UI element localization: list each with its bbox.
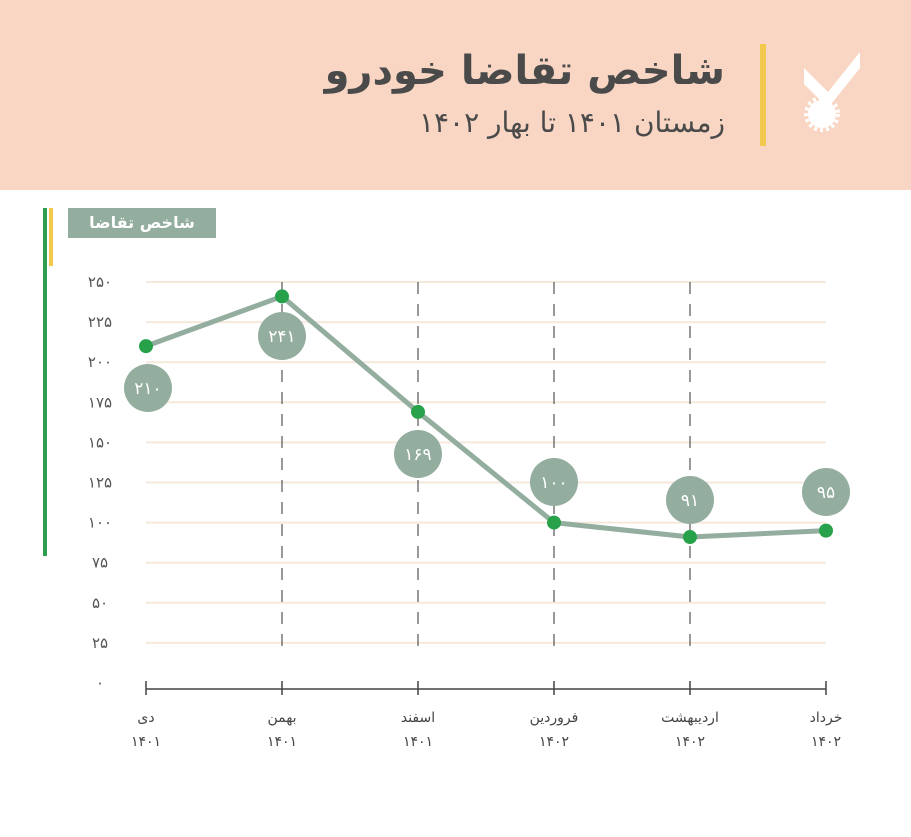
x-tick-year: ۱۴۰۲ bbox=[539, 734, 569, 750]
x-tick-month: فروردین bbox=[530, 710, 579, 726]
x-tick-year: ۱۴۰۱ bbox=[403, 734, 433, 750]
y-tick-label: ۲۰۰ bbox=[88, 353, 112, 371]
data-label: ۹۵ bbox=[817, 483, 835, 503]
data-label: ۲۴۱ bbox=[268, 327, 295, 347]
data-label-bubble bbox=[802, 468, 850, 516]
page-subtitle: زمستان ۱۴۰۱ تا بهار ۱۴۰۲ bbox=[418, 106, 725, 139]
header: شاخص تقاضا خودرو زمستان ۱۴۰۱ تا بهار ۱۴۰… bbox=[0, 0, 911, 190]
y-tick-label: ۲۲۵ bbox=[88, 313, 112, 331]
data-point bbox=[547, 515, 561, 530]
data-point bbox=[683, 530, 697, 545]
data-label-bubble bbox=[258, 312, 306, 360]
header-accent-bar bbox=[760, 44, 766, 146]
x-tick-month: خرداد bbox=[810, 710, 843, 726]
data-label-bubble bbox=[394, 430, 442, 478]
data-label: ۲۱۰ bbox=[134, 379, 161, 399]
data-point bbox=[139, 339, 153, 354]
y-tick-label: ۱۲۵ bbox=[88, 474, 112, 492]
x-tick-month: اسفند bbox=[401, 710, 435, 726]
page-title: شاخص تقاضا خودرو bbox=[324, 48, 726, 94]
x-tick-month: اردیبهشت bbox=[661, 710, 719, 726]
data-label-bubble bbox=[666, 476, 714, 524]
legend-label: شاخص تقاضا bbox=[68, 208, 216, 238]
legend-accent-bar-green bbox=[43, 208, 47, 556]
x-tick-year: ۱۴۰۱ bbox=[131, 734, 161, 750]
x-tick-year: ۱۴۰۱ bbox=[267, 734, 297, 750]
y-tick-label: ۱۵۰ bbox=[88, 433, 112, 451]
data-label: ۹۱ bbox=[681, 491, 699, 511]
x-tick-year: ۱۴۰۲ bbox=[811, 734, 841, 750]
x-tick-month: دی bbox=[137, 710, 154, 726]
y-tick-label: ۰ bbox=[96, 674, 104, 692]
x-tick-month: بهمن bbox=[267, 710, 296, 726]
y-tick-label: ۱۰۰ bbox=[88, 514, 112, 532]
data-point bbox=[275, 289, 289, 304]
y-tick-label: ۱۷۵ bbox=[88, 393, 112, 411]
data-point bbox=[411, 404, 425, 419]
y-tick-label: ۲۵۰ bbox=[88, 273, 112, 291]
data-label: ۱۶۹ bbox=[404, 445, 431, 465]
y-tick-label: ۵۰ bbox=[92, 594, 108, 612]
y-tick-label: ۷۵ bbox=[92, 554, 108, 572]
data-label: ۱۰۰ bbox=[540, 473, 567, 493]
x-tick-year: ۱۴۰۲ bbox=[675, 734, 705, 750]
data-label-bubble bbox=[530, 458, 578, 506]
check-badge-icon bbox=[804, 52, 860, 132]
data-line bbox=[145, 293, 827, 540]
data-point bbox=[819, 523, 833, 538]
legend-accent-bar-yellow bbox=[49, 208, 53, 266]
y-tick-label: ۲۵ bbox=[92, 634, 108, 652]
data-label-bubble bbox=[124, 364, 172, 412]
